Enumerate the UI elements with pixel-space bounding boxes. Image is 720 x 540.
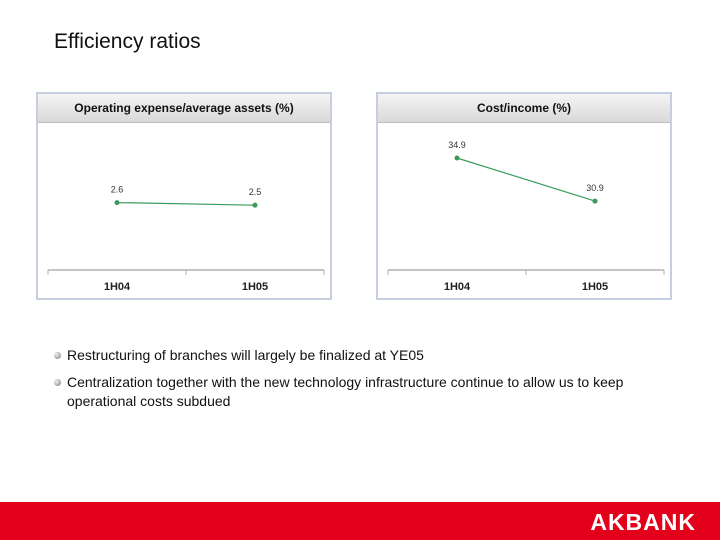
bullet-dot-icon [54,352,61,359]
bullet-list: Restructuring of branches will largely b… [54,346,684,419]
slide-title: Efficiency ratios [54,30,201,53]
x-tick-label: 1H04 [104,281,131,293]
data-point [592,198,598,204]
footer-bar: AKBANK [0,502,720,540]
data-label: 30.9 [586,183,604,193]
akbank-logo: AKBANK [590,509,696,535]
bullet-item: Restructuring of branches will largely b… [54,346,684,365]
chart-panel-cost-income: Cost/income (%) 1H04 1H05 34.9 30.9 [376,92,672,300]
bullet-text: Restructuring of branches will largely b… [67,347,424,363]
cost-income-chart: 1H04 1H05 34.9 30.9 [387,140,665,293]
data-point [114,200,120,206]
bullet-text: Centralization together with the new tec… [67,374,624,409]
data-point [252,202,258,208]
x-tick-label: 1H05 [582,281,608,293]
series-line [116,201,256,206]
chart-panel-opex: Operating expense/average assets (%) 1H0… [36,92,332,300]
opex-chart: 1H04 1H05 2.6 2.5 [47,185,325,293]
data-label: 34.9 [448,140,466,150]
bullet-item: Centralization together with the new tec… [54,373,684,411]
data-label: 2.5 [249,187,262,197]
bullet-dot-icon [54,379,61,386]
data-point [454,155,460,161]
series-line [456,157,596,202]
chart-title: Operating expense/average assets (%) [38,94,330,123]
x-tick-label: 1H05 [242,281,268,293]
x-tick-label: 1H04 [444,281,471,293]
data-label: 2.6 [111,185,124,195]
chart-title: Cost/income (%) [378,94,670,123]
